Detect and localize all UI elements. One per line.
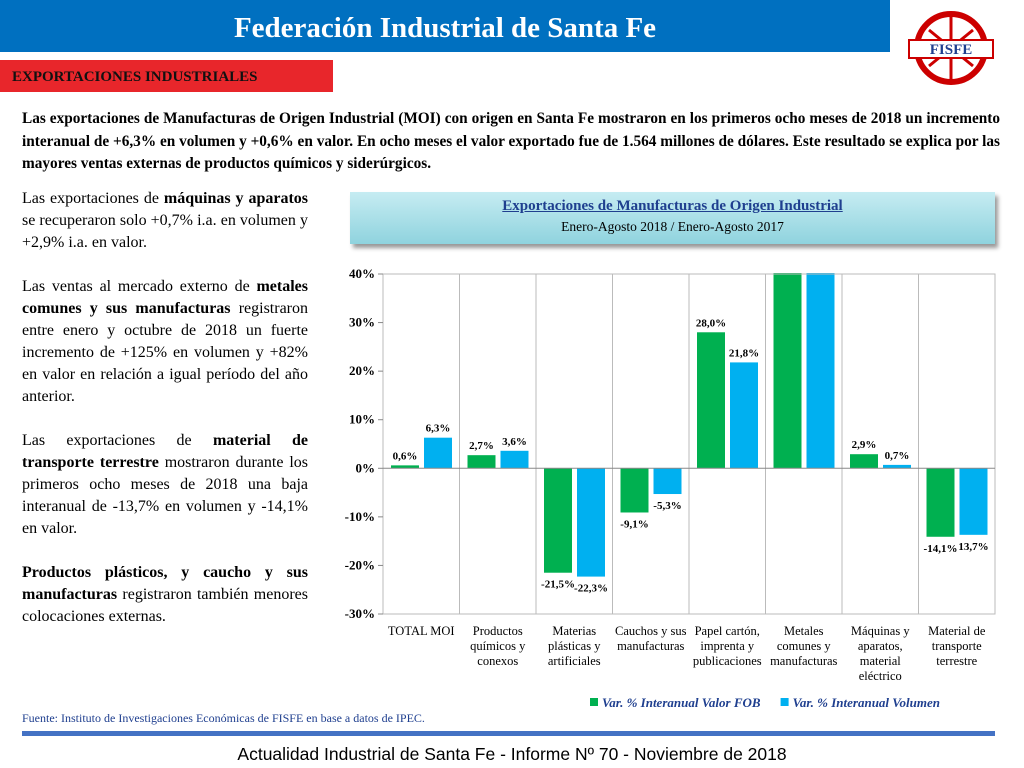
value-label: -5,3% <box>653 500 681 512</box>
legend-label: Var. % Interanual Valor FOB <box>602 695 761 710</box>
text-run: material de transporte terrestre <box>22 432 308 471</box>
x-tick-label: Material de transporte terrestre <box>928 624 986 668</box>
x-tick-label: Cauchos y sus manufacturas <box>614 624 687 653</box>
text-run: se recuperaron solo +0,7% i.a. en volume… <box>22 212 308 251</box>
bar <box>424 437 452 469</box>
text-run: Productos plásticos, y caucho y sus manu… <box>22 564 308 603</box>
bar <box>730 362 758 469</box>
bar <box>467 455 496 469</box>
value-label: 13,7% <box>958 541 988 553</box>
bar <box>806 273 835 469</box>
x-tick-label: Materias plásticas y artificiales <box>547 624 601 668</box>
y-tick-label: 30% <box>349 315 375 330</box>
bar <box>850 454 878 469</box>
bar <box>926 468 955 537</box>
legend-swatch <box>590 698 598 706</box>
bar <box>577 468 605 577</box>
text-run: Las exportaciones de <box>22 432 213 449</box>
value-label: -22,3% <box>574 583 608 595</box>
left-column: Las exportaciones de máquinas y aparatos… <box>22 188 308 650</box>
value-label: 0,6% <box>393 450 418 462</box>
value-label: -14,1% <box>924 543 958 555</box>
section-tag: EXPORTACIONES INDUSTRIALES <box>0 60 333 92</box>
value-label: 2,7% <box>469 440 494 452</box>
chart-subtitle: Enero-Agosto 2018 / Enero-Agosto 2017 <box>561 219 784 234</box>
header-title: Federación Industrial de Santa Fe <box>0 0 890 52</box>
value-label: 3,6% <box>502 436 527 448</box>
logo: FISFE <box>908 11 994 85</box>
x-tick-label: Metales comunes y manufacturas <box>770 624 838 668</box>
bar <box>773 273 802 469</box>
text-run: máquinas y aparatos <box>163 190 308 207</box>
legend-label: Var. % Interanual Volumen <box>793 695 940 710</box>
y-tick-label: 10% <box>349 412 375 427</box>
value-label: -21,5% <box>541 579 575 591</box>
intro: Las exportaciones de Manufacturas de Ori… <box>22 110 1000 172</box>
paragraph: Las exportaciones de material de transpo… <box>22 430 308 540</box>
bar <box>391 465 419 469</box>
y-tick-label: 0% <box>356 460 376 475</box>
value-label: 2,9% <box>852 439 877 451</box>
text-run: Las exportaciones de <box>22 190 164 207</box>
y-tick-label: -10% <box>345 509 375 524</box>
text-run: registraron también menores colocaciones… <box>22 586 308 625</box>
text-run: mostraron durante los primeros ocho mese… <box>22 454 308 537</box>
legend-swatch <box>780 698 789 706</box>
footer: Actualidad Industrial de Santa Fe - Info… <box>237 744 787 764</box>
bar <box>883 464 911 469</box>
logo-band <box>908 39 994 59</box>
y-tick-label: 20% <box>349 363 375 378</box>
value-label: 28,0% <box>696 317 726 329</box>
value-label: 0,7% <box>885 450 910 462</box>
x-tick-label: Máquinas y aparatos, material eléctrico <box>850 624 910 683</box>
bar <box>959 468 988 535</box>
source: Fuente: Instituto de Investigaciones Eco… <box>22 711 425 725</box>
logo-text: FISFE <box>930 42 973 58</box>
y-tick-label: 40% <box>349 266 375 281</box>
paragraph: Productos plásticos, y caucho y sus manu… <box>22 562 308 628</box>
value-label: -9,1% <box>620 518 648 530</box>
text-run: metales comunes y sus manufacturas <box>22 278 308 317</box>
paragraph: Las ventas al mercado externo de metales… <box>22 276 308 408</box>
value-label: 21,8% <box>729 347 759 359</box>
rule <box>22 731 995 736</box>
plot <box>391 273 988 577</box>
text-run: Las ventas al mercado externo de <box>22 278 257 295</box>
y-tick-label: -30% <box>345 606 375 621</box>
chart-title: Exportaciones de Manufacturas de Origen … <box>502 198 843 214</box>
value-label: 6,3% <box>426 423 451 435</box>
x-tick-label: Productos químicos y conexos <box>470 624 526 668</box>
bar <box>653 468 682 495</box>
bar <box>544 468 572 573</box>
paragraph: Las exportaciones de máquinas y aparatos… <box>22 188 308 254</box>
x-tick-label: Papel cartón, imprenta y publicaciones <box>692 624 762 668</box>
bar <box>500 450 529 469</box>
y-tick-label: -20% <box>345 557 375 572</box>
bar <box>697 332 725 469</box>
chart-header: Exportaciones de Manufacturas de Origen … <box>350 192 995 244</box>
x-tick-label: TOTAL MOI <box>387 624 455 638</box>
bar <box>620 468 649 513</box>
text-run: registraron entre enero y octubre de 201… <box>22 300 309 405</box>
